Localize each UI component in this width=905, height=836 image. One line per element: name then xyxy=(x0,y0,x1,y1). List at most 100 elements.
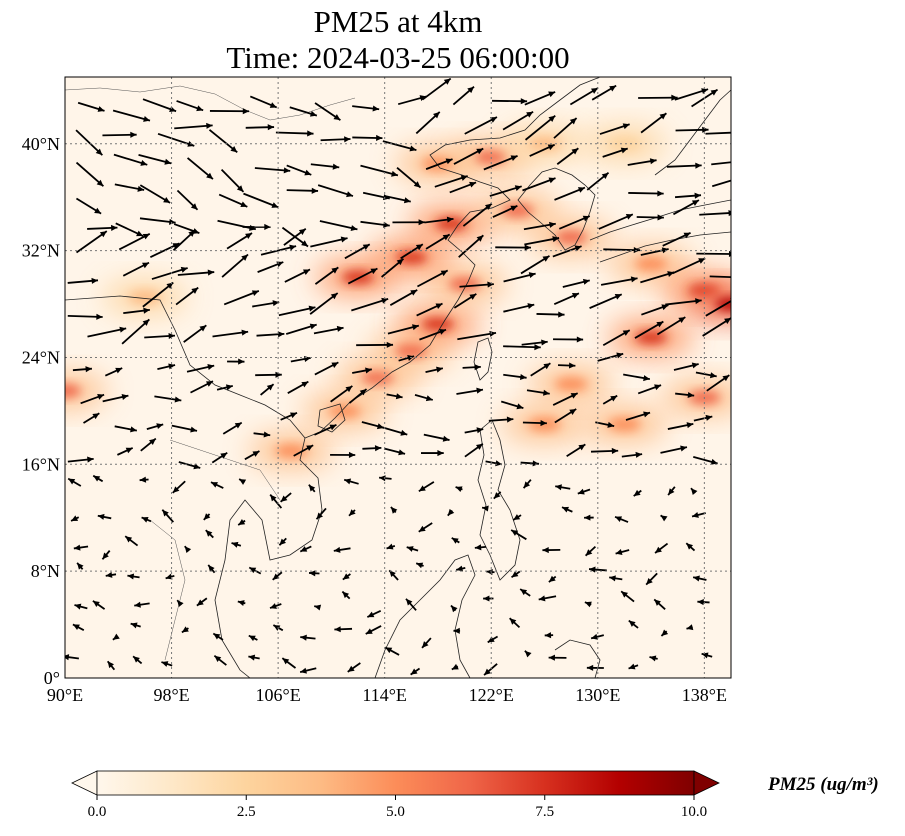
wind-vector-head xyxy=(220,452,228,459)
wind-vector-head xyxy=(548,177,556,184)
wind-vector-head xyxy=(208,564,215,572)
wind-vector-head xyxy=(451,605,458,613)
wind-vector-head xyxy=(418,485,426,492)
wind-vector-head xyxy=(332,163,340,170)
wind-vector-head xyxy=(348,451,356,459)
wind-vector-head xyxy=(622,330,630,336)
wind-vector-head xyxy=(439,329,447,335)
wind-vector-head xyxy=(300,634,307,641)
wind-vector-head xyxy=(230,145,238,153)
wind-vector-head xyxy=(440,270,448,277)
wind-vector-head xyxy=(206,122,213,129)
wind-vector-head xyxy=(582,215,590,222)
wind-vector-head xyxy=(290,412,298,419)
wind-vector-head xyxy=(422,641,429,648)
wind-vector-shaft xyxy=(319,220,358,231)
wind-vector-head xyxy=(538,595,546,602)
wind-vector-head xyxy=(577,488,585,495)
wind-vector-head xyxy=(280,495,288,502)
wind-vector-head xyxy=(411,324,419,331)
wind-vector-head xyxy=(680,445,687,452)
wind-vector-head xyxy=(740,175,747,181)
wind-vector-head xyxy=(591,88,598,94)
wind-vector-head xyxy=(330,293,338,300)
wind-vector-head xyxy=(298,228,306,235)
wind-vector-head xyxy=(316,512,323,520)
wind-vector-head xyxy=(691,488,698,495)
wind-vector-head xyxy=(511,571,519,578)
wind-vector-head xyxy=(143,307,150,314)
pm25-core xyxy=(608,417,641,432)
wind-vector-head xyxy=(133,656,140,663)
wind-vector-head xyxy=(683,232,691,239)
wind-vector-head xyxy=(273,625,281,631)
wind-vector-head xyxy=(527,303,535,310)
wind-vector-head xyxy=(709,372,717,379)
wind-vector-head xyxy=(97,513,105,520)
wind-vector-head xyxy=(172,243,180,249)
colorbar-tick-label: 0.0 xyxy=(88,804,107,820)
wind-vector-head xyxy=(105,571,113,578)
wind-vector-head xyxy=(610,395,618,402)
wind-vector-head xyxy=(451,537,459,544)
chart-title-line1: PM25 at 4km xyxy=(313,4,483,39)
wind-vector-head xyxy=(95,148,103,156)
wind-vector-head xyxy=(359,389,367,396)
wind-vector-head xyxy=(661,304,669,311)
wind-vector-head xyxy=(416,562,424,569)
wind-vector-head xyxy=(308,305,316,312)
wind-vector-head xyxy=(180,266,188,273)
wind-vector-head xyxy=(92,413,100,420)
wind-vector-head xyxy=(245,233,253,239)
pm25-core xyxy=(65,383,81,398)
wind-vector-head xyxy=(65,654,70,661)
wind-vector-head xyxy=(181,626,189,633)
coastline-borneo xyxy=(374,554,476,678)
wind-vector-head xyxy=(196,599,204,606)
wind-vector-head xyxy=(659,113,667,120)
wind-vector-head xyxy=(630,276,638,283)
wind-vector-head xyxy=(607,421,615,428)
wind-vector-head xyxy=(543,389,550,396)
wind-vector-head xyxy=(728,250,731,258)
wind-vector-head xyxy=(309,570,316,577)
wind-vector-head xyxy=(269,102,277,108)
wind-vector-head xyxy=(142,319,150,326)
wind-vector-head xyxy=(300,667,307,674)
wind-vector-head xyxy=(710,89,718,96)
wind-vector-head xyxy=(241,254,249,261)
wind-vector-head xyxy=(609,575,616,582)
wind-vector-head xyxy=(193,463,201,470)
wind-vector-head xyxy=(350,225,358,232)
x-tick-label: 106°E xyxy=(256,685,301,705)
wind-vector-head xyxy=(119,326,127,333)
wind-vector-head xyxy=(306,445,314,451)
wind-vector-head xyxy=(304,169,312,176)
wind-vector-head xyxy=(241,329,249,336)
wind-vector-head xyxy=(277,331,285,338)
wind-vector-head xyxy=(213,633,221,640)
colorbar-extend-high xyxy=(693,770,720,796)
pm25-core xyxy=(128,290,161,305)
wind-vector-head xyxy=(654,384,662,391)
wind-vector-head xyxy=(526,111,534,118)
wind-vector-head xyxy=(660,515,668,522)
wind-vector-head xyxy=(443,78,451,85)
wind-vector-head xyxy=(121,394,129,400)
wind-vector-head xyxy=(205,530,213,537)
wind-vector-head xyxy=(203,513,211,520)
wind-vector-shaft xyxy=(174,124,213,130)
wind-vector-head xyxy=(386,543,394,550)
wind-vector-head xyxy=(625,214,633,220)
y-tick-label: 32°N xyxy=(22,241,60,261)
wind-vector-head xyxy=(437,450,444,457)
wind-vector-head xyxy=(534,344,541,351)
wind-vector-head xyxy=(164,158,172,165)
colorbar: 0.0 2.5 5.0 7.5 10.0 xyxy=(71,770,720,820)
wind-vector-head xyxy=(282,658,290,665)
wind-vector-head xyxy=(111,224,118,231)
wind-vector-head xyxy=(272,300,280,307)
wind-vector-head xyxy=(127,573,135,580)
wind-vector-head xyxy=(511,530,519,536)
coastline-philippines xyxy=(477,419,521,581)
